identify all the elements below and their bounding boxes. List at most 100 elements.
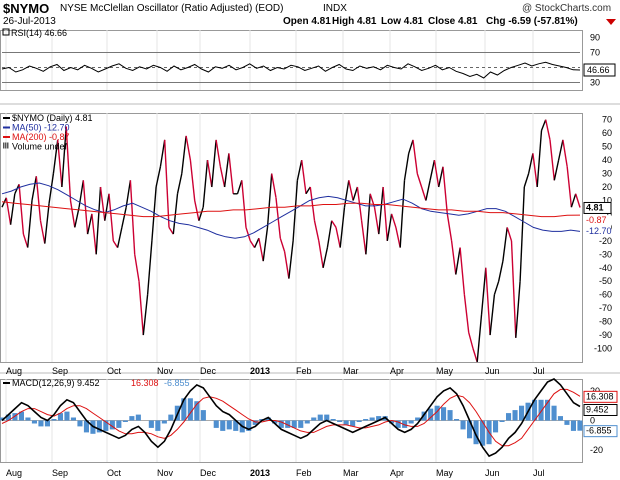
ma200-line [1, 201, 581, 218]
nymo-price-segment [459, 247, 466, 295]
nymo-price-segment [168, 227, 174, 235]
main-y-tick: 60 [602, 128, 612, 138]
main-y-tick: -70 [599, 303, 612, 313]
nymo-price-segment [442, 166, 448, 214]
main-y-tick: 30 [602, 169, 612, 179]
nymo-price-segment [236, 180, 243, 195]
volume-legend-icon [5, 142, 7, 149]
nymo-price-segment [343, 180, 350, 208]
macd-y-tick: -20 [590, 445, 603, 455]
volume-legend-icon [7, 142, 9, 149]
nymo-price-segment [403, 153, 410, 181]
dropdown-arrow-icon[interactable] [606, 19, 616, 25]
main-y-tick: -60 [599, 290, 612, 300]
nymo-price-segment [515, 281, 521, 338]
nymo-price-segment [99, 186, 106, 221]
nymo-price-segment [566, 166, 573, 208]
nymo-price-segment [557, 139, 564, 161]
main-last-value-box [583, 201, 612, 214]
macd-last-value: 16.308 [586, 391, 614, 401]
nymo-price-segment [39, 220, 46, 244]
nymo-price-segment [52, 139, 59, 174]
rsi-legend: RSI(14) 46.66 [11, 28, 67, 38]
nymo-price-segment [31, 176, 37, 201]
nymo-price-segment [296, 159, 303, 181]
nymo-price-segment [331, 220, 337, 228]
nymo-price-segment [116, 227, 123, 248]
macd-histogram-bar [77, 420, 83, 427]
macd-histogram-bar [480, 420, 486, 446]
x-tick-label: Dec [200, 468, 217, 478]
macd-y-tick: 0 [590, 416, 595, 426]
nymo-price-segment [369, 193, 376, 208]
nymo-price-segment [82, 180, 89, 235]
nymo-price-segment [553, 159, 560, 181]
nymo-price-segment [373, 207, 380, 235]
main-y-tick: -40 [599, 263, 612, 273]
macd-histogram-bar [460, 420, 466, 430]
macd-histogram-bar [168, 414, 174, 421]
macd-last-value-box [583, 403, 618, 416]
nymo-price-segment [420, 186, 427, 201]
macd-histogram-bar [226, 420, 232, 430]
nymo-price-segment [206, 159, 213, 188]
nymo-price-segment [241, 180, 247, 228]
nymo-price-segment [545, 119, 551, 141]
macd-histogram-bar [246, 420, 252, 431]
main-y-tick: -50 [599, 276, 612, 286]
macd-last-value-box [583, 425, 618, 438]
main-y-tick: -90 [599, 330, 612, 340]
nymo-price-segment [104, 193, 110, 221]
x-tick-label: Aug [6, 366, 22, 376]
nymo-price-segment [176, 173, 183, 194]
macd-histogram-bar [545, 399, 551, 421]
x-tick-label: Oct [107, 366, 122, 376]
nymo-price-segment [198, 206, 204, 221]
nymo-price-segment [48, 173, 55, 204]
nymo-price-segment [185, 135, 192, 161]
nymo-price-segment [519, 186, 525, 282]
nymo-price-segment [292, 180, 299, 241]
macd-histogram-bar [18, 411, 24, 421]
macd-histogram-bar [252, 420, 258, 425]
rsi-last-value-box [583, 63, 616, 77]
nymo-price-segment [266, 173, 273, 228]
nymo-price-segment [510, 240, 517, 338]
nymo-price-segment [390, 213, 397, 228]
x-tick-label: Mar [343, 468, 359, 478]
rsi-last-value: 46.66 [587, 65, 610, 75]
macd-histogram-bar [187, 398, 193, 421]
nymo-price-segment [61, 126, 67, 188]
macd-histogram-bar [25, 417, 31, 421]
macd-histogram-bar [343, 420, 349, 425]
nymo-price-segment [425, 180, 431, 201]
macd-histogram-bar [577, 420, 583, 431]
nymo-price-segment [146, 240, 153, 295]
quote-close: Close 4.81 [428, 16, 478, 27]
macd-histogram-bar [363, 419, 369, 421]
macd-histogram-bar [272, 420, 278, 424]
x-tick-label: Aug [6, 468, 22, 478]
nymo-price-segment [309, 186, 316, 221]
macd-histogram-bar [70, 417, 76, 421]
macd-histogram-bar [44, 420, 50, 427]
nymo-price-segment [429, 159, 436, 181]
macd-histogram-bar [38, 420, 44, 427]
main-y-tick: 50 [602, 142, 612, 152]
macd-histogram-bar [317, 414, 323, 421]
macd-histogram-bar [467, 420, 473, 439]
macd-last-value-box [583, 390, 618, 403]
quote-open: Open 4.81 [283, 16, 331, 27]
nymo-price-segment [69, 200, 76, 228]
macd-histogram-bar [519, 405, 525, 421]
nymo-price-segment [339, 207, 346, 248]
x-tick-label: Jun [485, 366, 500, 376]
macd-histogram-bar [31, 420, 37, 424]
x-tick-label: 2013 [250, 366, 270, 376]
macd-histogram-bar [64, 411, 70, 421]
main-y-tick: 10 [602, 195, 612, 205]
nymo-price-segment [219, 166, 226, 188]
macd-histogram-bar [109, 420, 115, 430]
rsi-y-tick: 30 [590, 78, 600, 88]
nymo-price-segment [159, 139, 166, 167]
